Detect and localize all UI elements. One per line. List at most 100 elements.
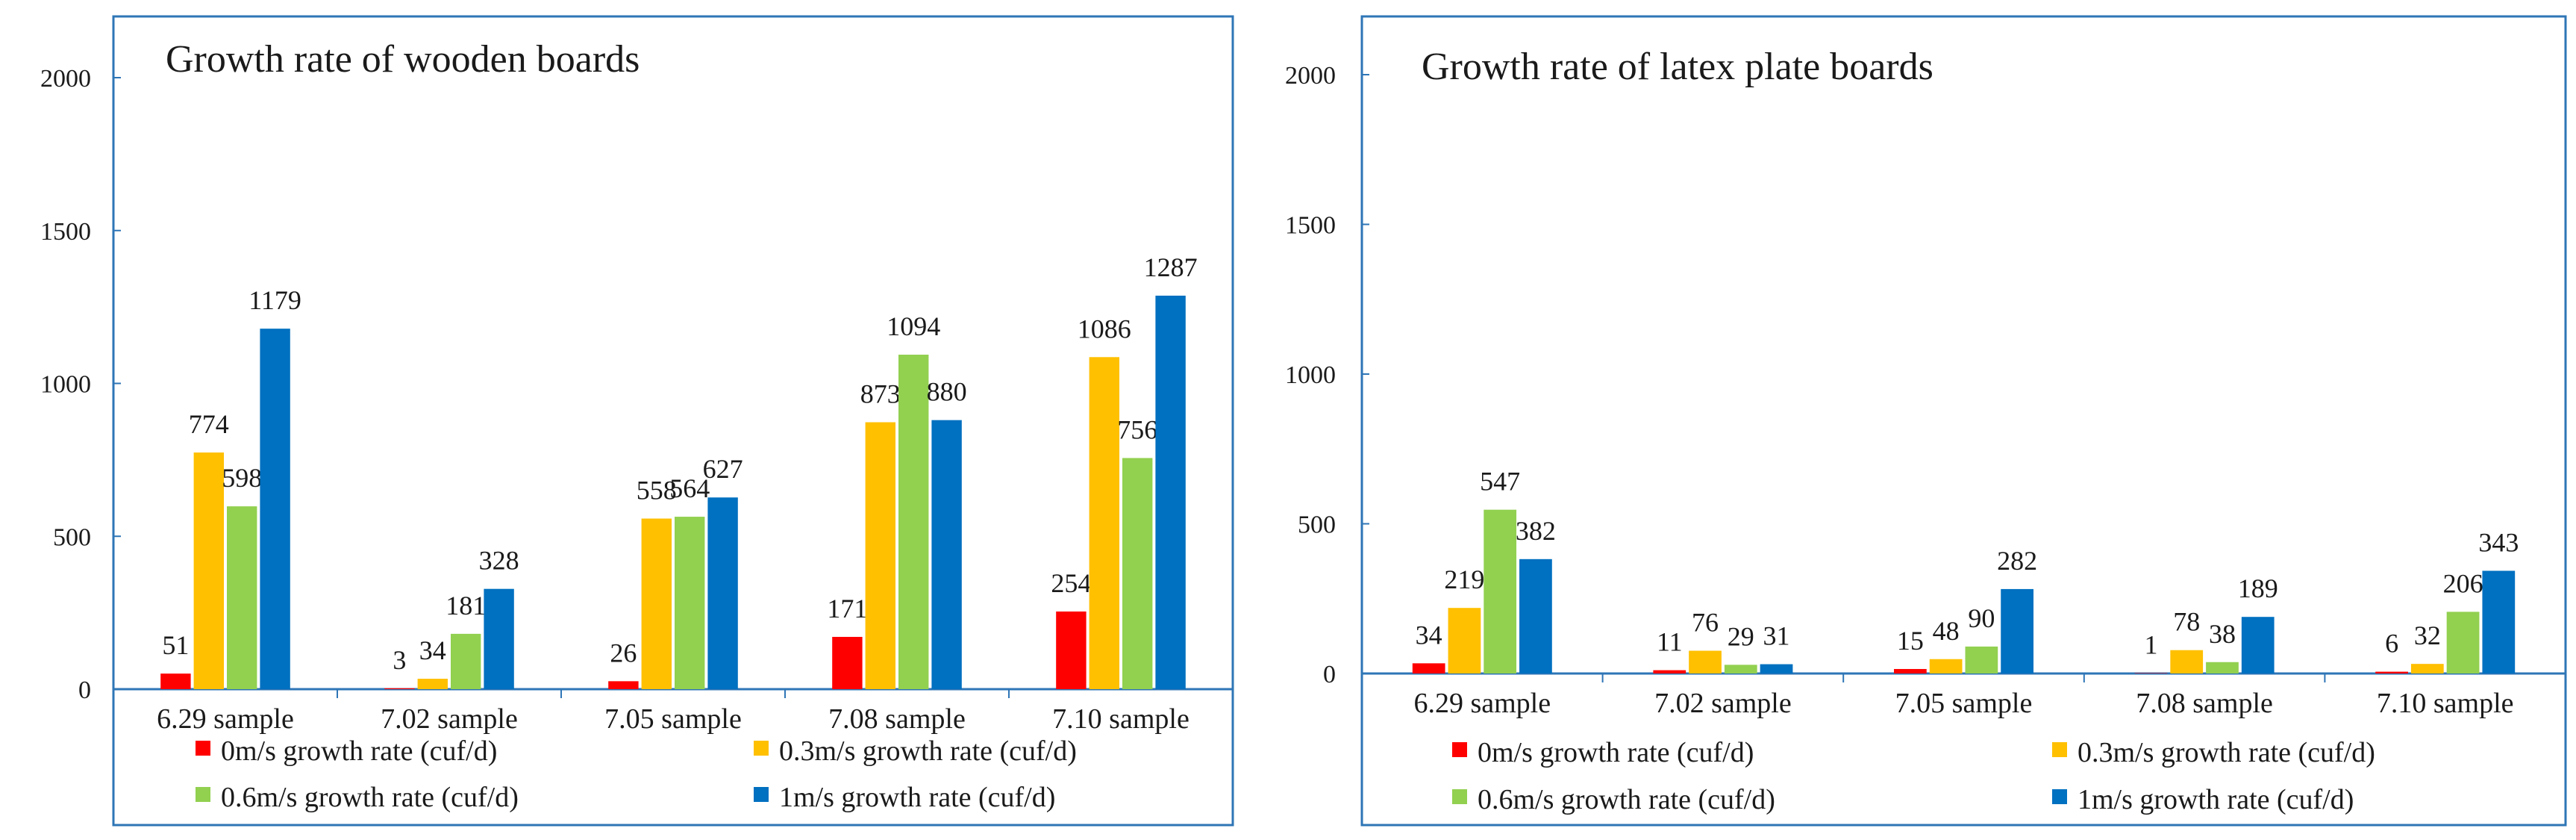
- y-tick-label: 0: [78, 676, 91, 704]
- y-tick-label: 1500: [1285, 212, 1336, 240]
- data-label: 51: [162, 630, 189, 660]
- data-label: 6: [2385, 629, 2398, 659]
- bar: [865, 422, 895, 689]
- bar: [1056, 611, 1087, 689]
- bar: [384, 688, 415, 689]
- x-category-label: 6.29 sample: [1413, 688, 1551, 719]
- bar: [832, 636, 863, 689]
- data-label: 282: [1997, 546, 2037, 576]
- data-label: 38: [2209, 619, 2236, 649]
- bar: [1894, 668, 1927, 673]
- data-label: 90: [1968, 603, 1995, 633]
- bar: [2001, 588, 2033, 673]
- bar: [1089, 357, 1119, 689]
- data-label: 1094: [887, 311, 940, 341]
- data-label: 78: [2173, 607, 2200, 637]
- data-label: 189: [2238, 573, 2278, 603]
- legend-swatch: [2052, 742, 2067, 757]
- data-label: 756: [1117, 414, 1157, 444]
- bar: [675, 517, 705, 689]
- legend-entry: 0m/s growth rate (cuf/d): [221, 735, 497, 767]
- x-category-label: 7.02 sample: [381, 703, 518, 735]
- bar: [898, 355, 929, 689]
- bar: [451, 633, 481, 689]
- data-label: 547: [1480, 467, 1520, 497]
- data-label: 1: [2144, 630, 2157, 660]
- legend-entry: 0.3m/s growth rate (cuf/d): [779, 735, 1077, 767]
- bar: [1965, 646, 1998, 673]
- bar: [1122, 458, 1153, 689]
- data-label: 48: [1933, 616, 1960, 646]
- data-label: 774: [189, 409, 229, 439]
- bar: [707, 497, 738, 689]
- bar: [1724, 665, 1757, 673]
- x-category-label: 7.02 sample: [1654, 688, 1792, 719]
- y-tick-label: 1000: [1285, 361, 1336, 389]
- bar: [227, 506, 257, 689]
- legend-swatch: [754, 787, 769, 802]
- data-label: 26: [610, 638, 637, 668]
- bar: [2170, 650, 2204, 673]
- legend-swatch: [196, 787, 210, 802]
- bar: [417, 679, 448, 689]
- bar: [2241, 617, 2275, 673]
- chart-2: Growth rate of latex plate boards 0 500 100…: [1285, 15, 2567, 827]
- bar: [2446, 612, 2480, 673]
- legend-entry: 1m/s growth rate (cuf/d): [2078, 784, 2354, 815]
- data-label: 171: [827, 594, 867, 623]
- data-label: 564: [669, 473, 710, 503]
- data-label: 254: [1051, 568, 1091, 598]
- bar: [2206, 662, 2239, 673]
- chart-title: Growth rate of wooden boards: [166, 38, 640, 81]
- legend-swatch: [196, 741, 210, 756]
- x-category-label: 7.08 sample: [2136, 688, 2273, 719]
- bar: [484, 588, 514, 689]
- y-tick-label: 1000: [40, 371, 91, 399]
- bar: [1519, 559, 1552, 673]
- bar: [160, 673, 191, 689]
- data-label: 1179: [248, 285, 301, 315]
- bar: [608, 681, 639, 689]
- bar: [2135, 673, 2168, 674]
- data-label: 328: [479, 546, 519, 576]
- bar: [1689, 650, 1722, 673]
- y-tick-label: 500: [1298, 511, 1336, 539]
- x-category-label: 7.10 sample: [1052, 703, 1189, 735]
- legend-swatch: [1452, 742, 1467, 757]
- data-label: 29: [1728, 621, 1754, 651]
- data-label: 3: [393, 645, 406, 675]
- data-label: 34: [419, 635, 446, 665]
- legend-swatch: [754, 741, 769, 756]
- bar: [1155, 295, 1186, 689]
- chart-1: Growth rate of wooden boards 0 500 1000 1500…: [40, 15, 1234, 827]
- legend-swatch: [2052, 789, 2067, 804]
- data-label: 1287: [1144, 252, 1198, 282]
- data-label: 219: [1444, 564, 1484, 594]
- x-category-label: 7.10 sample: [2377, 688, 2514, 719]
- y-tick-label: 1500: [40, 218, 91, 246]
- x-category-label: 7.05 sample: [1895, 688, 2033, 719]
- bar: [1484, 509, 1517, 673]
- bar: [193, 452, 224, 689]
- y-tick-label: 2000: [1285, 62, 1336, 90]
- y-tick-label: 500: [53, 523, 91, 551]
- legend-entry: 0.6m/s growth rate (cuf/d): [221, 782, 519, 813]
- data-label: 880: [927, 377, 967, 407]
- bar: [641, 518, 672, 689]
- bar: [1412, 663, 1445, 673]
- data-label: 76: [1692, 608, 1719, 638]
- bar: [1653, 670, 1686, 673]
- data-label: 1086: [1078, 314, 1131, 343]
- legend-entry: 0m/s growth rate (cuf/d): [1478, 737, 1754, 768]
- data-label: 206: [2443, 568, 2483, 598]
- data-label: 382: [1516, 516, 1556, 546]
- data-label: 598: [222, 463, 262, 493]
- x-category-label: 6.29 sample: [157, 703, 294, 735]
- data-label: 34: [1416, 620, 1442, 650]
- x-category-label: 7.05 sample: [604, 703, 742, 735]
- y-tick-label: 2000: [40, 65, 91, 93]
- data-label: 11: [1657, 627, 1683, 657]
- data-label: 15: [1897, 626, 1924, 656]
- legend-entry: 0.3m/s growth rate (cuf/d): [2078, 737, 2375, 768]
